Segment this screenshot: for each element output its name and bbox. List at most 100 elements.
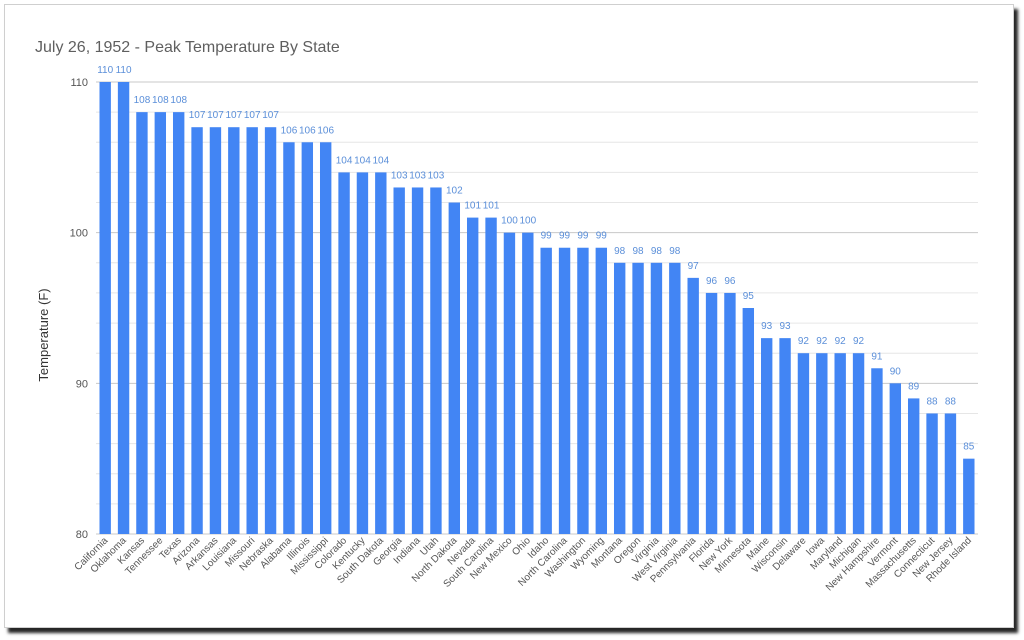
bar-north-dakota	[448, 202, 461, 535]
data-label: 98	[633, 246, 645, 257]
data-label: 92	[798, 336, 810, 347]
bar-kentucky	[356, 172, 369, 534]
bar-illinois	[301, 142, 314, 534]
data-label: 90	[890, 366, 902, 377]
bar-utah	[430, 187, 442, 534]
data-label: 106	[317, 125, 334, 136]
data-label: 101	[483, 201, 500, 212]
bar-indiana	[411, 187, 424, 534]
bar-new-mexico	[503, 232, 516, 534]
bar-maine	[760, 338, 773, 534]
bar-idaho	[540, 247, 552, 534]
data-label: 98	[651, 246, 663, 257]
y-tick-label: 90	[76, 378, 88, 390]
bar-colorado	[338, 172, 350, 534]
data-label: 106	[299, 125, 316, 136]
bar-washington	[577, 247, 589, 534]
data-label: 88	[945, 396, 957, 407]
bar-west-virginia	[669, 262, 681, 534]
bar-mississippi	[319, 142, 332, 534]
bar-massachusetts	[907, 398, 920, 534]
data-label: 100	[519, 216, 536, 227]
data-label: 108	[170, 95, 187, 106]
bar-nevada	[466, 217, 479, 534]
bar-oregon	[632, 262, 644, 534]
bar-wyoming	[595, 247, 608, 534]
data-label: 107	[189, 110, 206, 121]
bar-minnesota	[742, 308, 755, 534]
gridlines	[96, 81, 978, 535]
bar-vermont	[889, 383, 902, 534]
bar-virginia	[650, 262, 663, 534]
bar-nebraska	[264, 127, 277, 534]
data-label: 91	[871, 351, 883, 362]
bar-montana	[613, 262, 626, 534]
data-label: 99	[577, 231, 589, 242]
chart-title: July 26, 1952 - Peak Temperature By Stat…	[35, 39, 340, 56]
data-label: 92	[816, 336, 828, 347]
data-label: 103	[409, 170, 426, 181]
bar-louisiana	[228, 127, 240, 534]
data-label: 98	[614, 246, 626, 257]
data-label: 99	[541, 231, 553, 242]
data-label: 110	[116, 65, 132, 76]
bar-south-carolina	[485, 217, 497, 534]
data-label: 95	[743, 291, 755, 302]
data-label: 88	[927, 396, 939, 407]
bar-arkansas	[209, 127, 222, 534]
bar-new-jersey	[944, 413, 957, 534]
bar-connecticut	[926, 413, 938, 534]
data-label: 108	[152, 95, 169, 106]
x-axis-ticks: CaliforniaOklahomaKansasTennesseeTexasAr…	[73, 535, 974, 594]
data-label: 85	[963, 442, 975, 453]
data-label: 107	[225, 110, 242, 121]
bar-north-carolina	[558, 247, 571, 534]
data-label: 92	[835, 336, 847, 347]
data-label: 96	[724, 276, 736, 287]
bar-tennessee	[154, 112, 167, 534]
data-label: 89	[908, 381, 920, 392]
data-label: 108	[134, 95, 151, 106]
y-axis-title: Temperature (F)	[36, 288, 51, 381]
bar-florida	[705, 292, 718, 534]
bar-iowa	[816, 353, 828, 534]
bar-texas	[172, 112, 185, 534]
bar-maryland	[834, 353, 846, 534]
y-tick-label: 100	[70, 228, 88, 240]
data-label: 104	[354, 155, 371, 166]
bar-kansas	[136, 112, 148, 534]
data-label: 103	[391, 170, 408, 181]
bar-arizona	[191, 127, 203, 534]
data-label: 92	[853, 336, 865, 347]
bar-south-dakota	[375, 172, 387, 534]
bar-missouri	[246, 127, 258, 534]
bar-ohio	[522, 232, 534, 534]
data-label: 99	[559, 231, 571, 242]
data-label: 107	[244, 110, 261, 121]
bar-oklahoma	[117, 82, 130, 534]
data-label: 98	[669, 246, 681, 257]
data-label: 104	[372, 155, 389, 166]
data-label: 107	[262, 110, 279, 121]
bar-new-hampshire	[871, 368, 883, 534]
bar-new-york	[724, 292, 736, 534]
data-label: 97	[688, 261, 700, 272]
bar-michigan	[852, 353, 865, 534]
bar-delaware	[797, 353, 810, 534]
bar-rhode-island	[963, 458, 975, 534]
y-axis-ticks: 80 90 100 110	[70, 77, 88, 541]
data-label: 96	[706, 276, 718, 287]
data-label: 106	[281, 125, 298, 136]
data-label: 107	[207, 110, 224, 121]
bars	[99, 82, 975, 535]
bar-pennsylvania	[687, 277, 699, 534]
y-tick-label: 110	[70, 77, 88, 89]
data-label: 93	[780, 321, 792, 332]
data-label: 101	[464, 201, 481, 212]
bar-alabama	[283, 142, 295, 534]
data-label: 102	[446, 186, 463, 197]
y-tick-label: 80	[76, 529, 88, 541]
data-label: 110	[97, 65, 113, 76]
